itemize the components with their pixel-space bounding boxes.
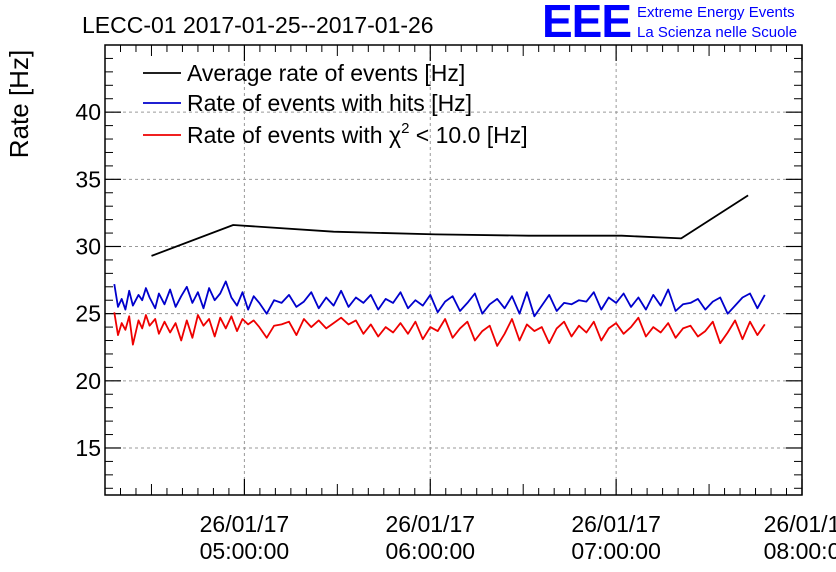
eee-logo-letters: EEE [542,0,632,47]
plot-frame [104,44,803,496]
chi2-rate-line [113,312,766,347]
y-tick-label: 20 [75,368,101,394]
x-tick-label-date: 26/01/17 [386,511,476,537]
hits-rate-line [113,280,766,318]
y-tick-label: 30 [75,233,101,259]
y-tick-label: 40 [75,99,101,125]
legend-label: Rate of events with χ2 < 10.0 [Hz] [187,120,528,148]
x-tick-label-time: 08:00:0 [764,538,836,564]
eee-logo-line1: Extreme Energy Events [637,4,795,21]
average-rate-line [151,194,749,257]
y-tick-label: 35 [75,166,101,192]
x-tick-label-date: 26/01/17 [200,511,290,537]
y-axis-label: Rate [Hz] [4,50,34,158]
chart-title: LECC-01 2017-01-25--2017-01-26 [82,12,434,38]
x-tick-label-date: 26/01/17 [571,511,661,537]
y-tick-label: 15 [75,435,101,461]
eee-logo: EEE Extreme Energy Events La Scienza nel… [542,0,836,48]
x-tick-label-time: 06:00:00 [386,538,476,564]
eee-logo-line2: La Scienza nelle Scuole [637,24,798,41]
grid [105,45,802,495]
series-layer [113,194,766,347]
legend-label: Average rate of events [Hz] [187,60,465,86]
x-tick-label-date: 26/01/1 [764,511,836,537]
x-tick-label-time: 07:00:00 [571,538,661,564]
x-tick-labels: 26/01/1705:00:0026/01/1706:00:0026/01/17… [200,511,836,564]
legend: Average rate of events [Hz] Rate of event… [143,60,528,148]
legend-label: Rate of events with hits [Hz] [187,90,472,116]
y-tick-labels: 15 20 25 30 35 40 [75,99,101,461]
x-tick-label-time: 05:00:00 [200,538,290,564]
y-tick-label: 25 [75,301,101,327]
